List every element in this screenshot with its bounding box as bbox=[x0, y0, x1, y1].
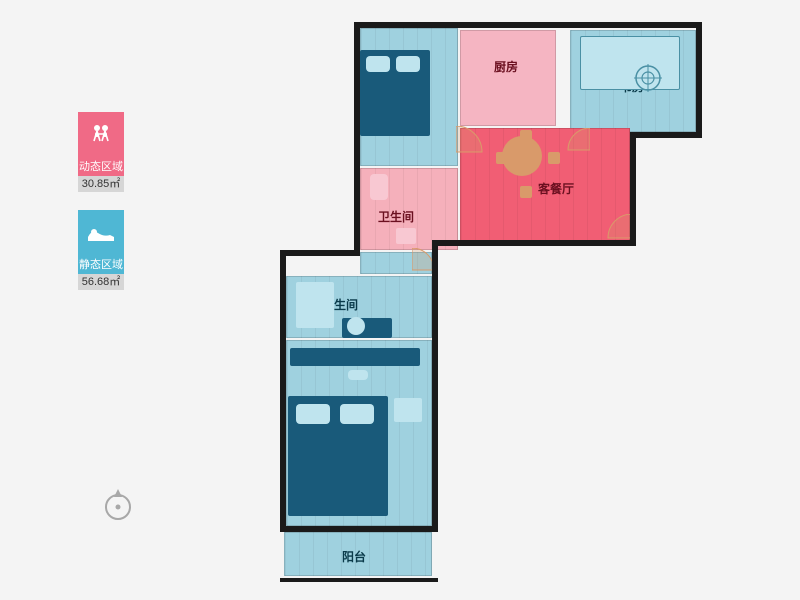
legend-dynamic-value: 30.85㎡ bbox=[78, 176, 124, 192]
legend-dynamic-box bbox=[78, 112, 124, 158]
furniture-chair bbox=[520, 130, 532, 142]
furniture-sink bbox=[296, 282, 334, 328]
furniture-pillow bbox=[296, 404, 330, 424]
wall-segment bbox=[630, 132, 636, 244]
furniture-pillow bbox=[366, 56, 390, 72]
door-arc bbox=[456, 126, 484, 154]
people-icon bbox=[87, 121, 115, 149]
wall-segment bbox=[432, 240, 438, 530]
legend-static-value: 56.68㎡ bbox=[78, 274, 124, 290]
legend-static-box bbox=[78, 210, 124, 256]
furniture-chair bbox=[496, 152, 508, 164]
furniture-desk bbox=[290, 348, 420, 366]
room-kitchen bbox=[460, 30, 556, 126]
wall-segment bbox=[630, 132, 702, 138]
furniture-toilet bbox=[370, 174, 388, 200]
furniture-sink bbox=[396, 228, 416, 244]
furniture-chair bbox=[548, 152, 560, 164]
compass-icon bbox=[100, 485, 136, 521]
wall-segment bbox=[354, 22, 360, 252]
door-arc bbox=[566, 128, 590, 152]
furniture-nightstand bbox=[394, 398, 422, 422]
wall-segment bbox=[354, 22, 702, 28]
room-balcony bbox=[284, 532, 432, 576]
furniture-basin-rim bbox=[345, 315, 367, 337]
legend-static-label: 静态区域 bbox=[78, 256, 124, 274]
wall-segment bbox=[280, 526, 438, 532]
furniture-stool bbox=[348, 370, 368, 380]
furniture-target bbox=[634, 64, 662, 92]
wall-segment bbox=[280, 578, 438, 582]
furniture-desk bbox=[580, 36, 680, 90]
sleep-icon bbox=[86, 223, 116, 243]
furniture-chair bbox=[520, 186, 532, 198]
door-arc bbox=[606, 214, 632, 240]
wall-segment bbox=[280, 250, 360, 256]
wall-segment bbox=[280, 250, 286, 530]
furniture-pillow bbox=[396, 56, 420, 72]
wall-segment bbox=[432, 240, 636, 246]
wall-segment bbox=[696, 22, 702, 136]
room-living-dining bbox=[460, 128, 630, 242]
furniture-pillow bbox=[340, 404, 374, 424]
legend-dynamic-label: 动态区域 bbox=[78, 158, 124, 176]
